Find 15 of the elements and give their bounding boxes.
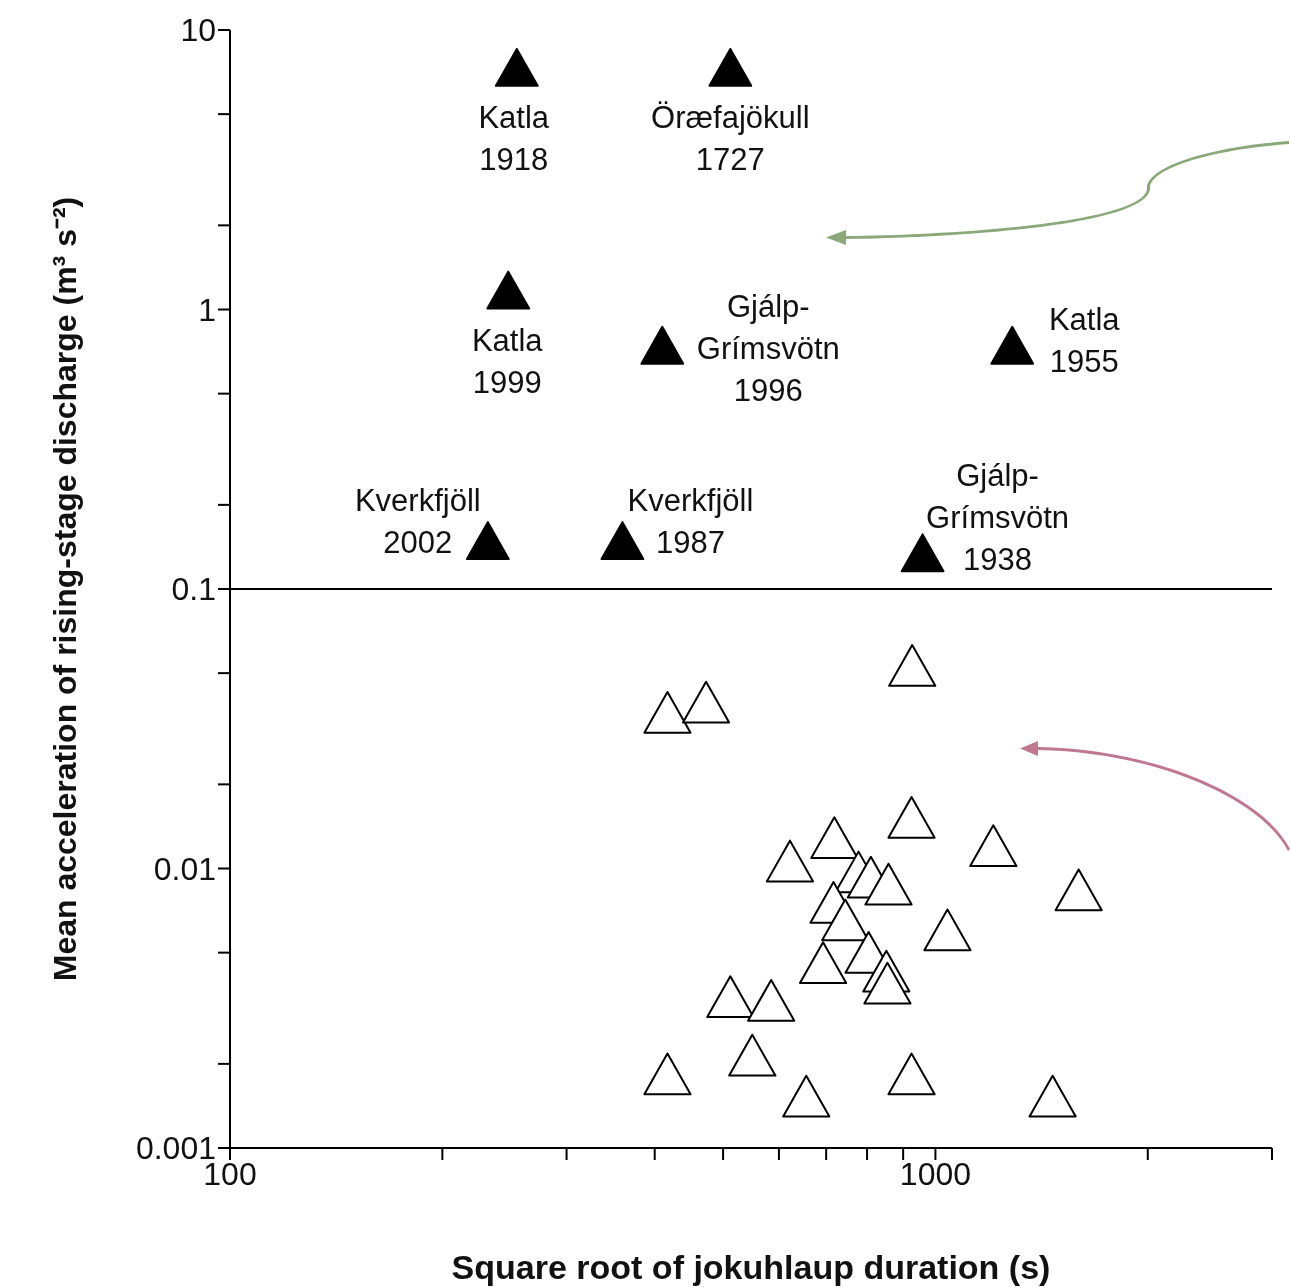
annotation: Katla 1999 [471, 323, 544, 401]
annotation: Kverkfjöll 1987 [627, 482, 754, 560]
y-tick-label: 1 [198, 291, 216, 328]
annotation: Gjálp- Grímsvötn 1938 [926, 457, 1070, 577]
annotation: Kverkfjöll 2002 [354, 482, 481, 560]
y-tick-label: 0.1 [171, 571, 216, 608]
y-tick-label: 0.01 [153, 850, 216, 887]
annotation: Katla 1955 [1048, 302, 1121, 380]
annotation: Gjálp- Grímsvötn 1996 [696, 289, 840, 409]
annotation: Katla 1918 [478, 100, 550, 178]
x-tick-label: 1000 [899, 1155, 972, 1192]
x-axis-title: Square root of jokuhlaup duration (s) [451, 1248, 1051, 1286]
y-tick-label: 10 [180, 12, 216, 49]
y-axis-title: Mean acceleration of rising-stage discharge (m³ s⁻²) [47, 196, 83, 982]
annotation: Öræfajökull 1727 [651, 100, 810, 178]
